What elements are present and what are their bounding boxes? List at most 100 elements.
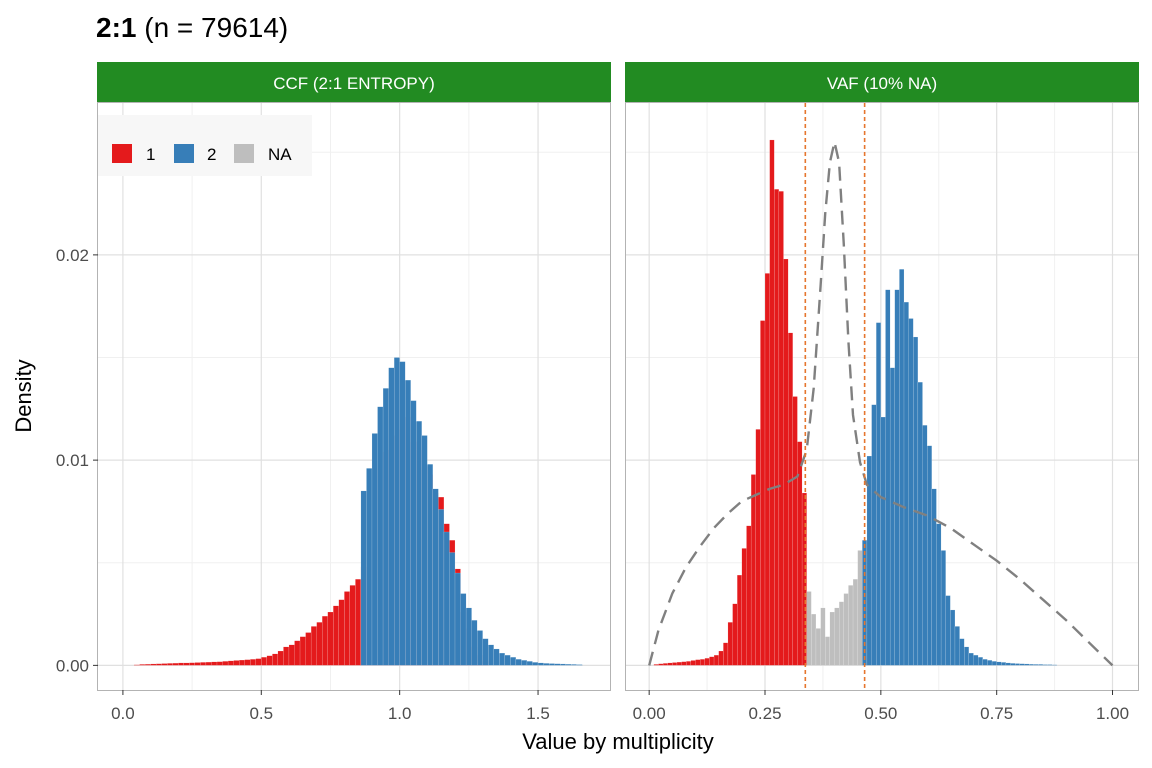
bar-series-2 [421,435,428,666]
bar-series-na [806,591,812,666]
bar-series-2 [560,663,566,666]
bar-series-1 [266,655,273,666]
bar-series-1 [327,611,334,666]
panel-ccf-bars [133,357,583,666]
bar-series-1 [183,662,190,666]
bar-series-2 [885,289,891,666]
bar-series-2 [1042,664,1048,666]
bar-series-2 [871,404,877,666]
bar-series-1 [355,579,362,666]
bar-series-2 [931,488,937,666]
bar-series-2 [454,572,461,666]
bar-series-1 [322,615,328,666]
x-tick-label: 0.50 [864,704,897,723]
bar-series-2 [978,657,983,666]
bar-series-2 [366,468,373,666]
bar-series-2 [405,379,411,666]
bar-series-1 [172,662,179,666]
bar-series-1 [672,662,678,666]
bar-series-2 [982,659,988,666]
bar-series-2 [449,552,456,666]
bar-series-2 [554,663,561,666]
bar-series-1 [713,654,719,666]
bar-series-2 [427,464,434,666]
panel-ccf-y-axis: 0.00 0.01 0.02 [56,246,98,675]
bar-series-2 [526,661,533,666]
bar-series-1 [277,650,284,666]
x-tick-label: 0.0 [111,704,135,723]
bar-series-2 [1033,664,1039,666]
bar-series-1 [316,622,323,666]
bar-series-2 [515,659,522,666]
bar-series-1 [305,632,312,666]
bar-series-2 [917,382,923,666]
bar-series-1 [250,659,256,666]
bar-series-2 [927,445,932,666]
bar-series-2 [477,630,483,666]
bar-series-2 [987,660,993,666]
bar-series-1 [737,574,742,666]
bar-series-2 [438,509,445,666]
bar-series-1 [667,662,673,666]
bar-series-na [857,550,863,666]
bar-series-1 [310,626,317,666]
chart-title: 2:1 (n = 79614) [96,12,288,43]
bar-series-1 [658,663,664,666]
bar-series-1 [167,663,173,666]
bar-series-2 [360,490,367,666]
bar-series-1 [788,332,793,666]
bar-series-1 [792,396,798,666]
bar-series-1 [704,658,710,666]
bar-series-2 [1019,663,1025,666]
bar-series-1 [741,548,747,666]
bar-series-na [820,607,826,666]
bar-series-2 [1015,663,1020,666]
bar-series-na [848,585,854,666]
bar-series-2 [945,595,951,666]
bar-series-2 [460,593,467,666]
bar-series-2 [488,644,494,666]
bar-series-na [815,628,821,666]
bar-series-1 [283,646,290,666]
bar-series-2 [1005,662,1011,666]
bar-series-2 [903,301,909,666]
bar-series-2 [899,269,905,666]
bar-series-2 [1047,664,1053,666]
bar-series-2 [950,609,956,666]
bar-series-2 [504,654,511,666]
bar-series-2 [521,660,528,666]
bar-series-1 [150,663,157,666]
density-curve-line [648,141,1114,667]
bar-series-1 [344,591,350,666]
bar-series-1 [333,605,339,666]
bar-series-1 [774,189,780,666]
x-tick-label: 1.5 [526,704,550,723]
bar-series-2 [377,406,384,666]
x-tick-label: 0.75 [980,704,1013,723]
panel-ccf-strip-label: CCF (2:1 ENTROPY) [273,74,435,93]
bar-series-na [829,611,835,666]
bar-series-2 [1052,664,1058,666]
bar-series-1 [746,525,752,666]
bar-series-1 [676,661,682,666]
x-tick-label: 1.00 [1096,704,1129,723]
bar-series-2 [471,620,478,666]
bar-series-2 [548,663,555,666]
chart-title-bold: 2:1 [96,12,136,43]
bar-series-2 [913,336,919,666]
panel-vaf-border [625,102,1139,691]
bar-series-2 [399,361,406,666]
x-tick-label: 0.25 [748,704,781,723]
bar-series-1 [261,657,267,666]
bar-series-2 [973,654,979,666]
bar-series-1 [255,658,262,666]
legend-swatch-1 [112,144,132,163]
bar-series-1 [681,661,687,666]
bar-series-2 [510,657,517,666]
bar-series-1 [686,661,691,666]
bar-series-2 [1028,664,1034,666]
bar-series-2 [532,662,539,666]
bar-series-na [825,636,830,666]
bar-series-1 [244,659,251,666]
